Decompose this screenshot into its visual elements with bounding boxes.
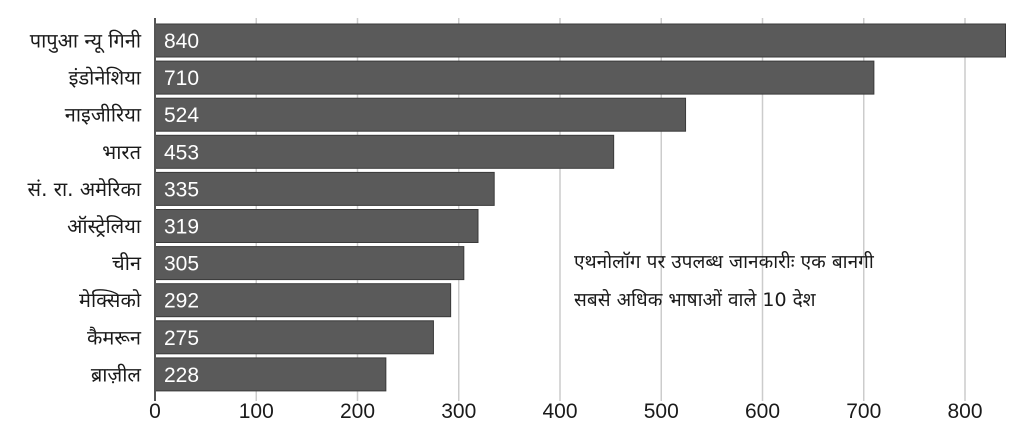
bar-row: 228 ब्राज़ील: [91, 357, 387, 392]
bar-row: 292 मेक्सिको: [79, 283, 452, 318]
category-label: पापुआ न्यू गिनी: [30, 29, 142, 54]
category-label: कैमरून: [87, 325, 142, 349]
x-axis-ticks: 0 100 200 300 400 500 600 700 800: [149, 400, 982, 423]
bar-value-label: 305: [164, 253, 199, 276]
bar-row: 453 भारत: [102, 134, 615, 169]
bar: [154, 209, 479, 243]
bar: [154, 97, 687, 132]
bar-value-label: 453: [164, 141, 199, 164]
x-tick-label: 0: [149, 400, 161, 423]
category-label: नाइजीरिया: [65, 103, 142, 127]
bar-value-label: 524: [164, 104, 199, 127]
annotation-line-1: एथनोलॉग पर उपलब्ध जानकारीः एक बानगी: [574, 250, 875, 273]
x-tick-label: 500: [644, 400, 679, 423]
category-label: चीन: [112, 251, 142, 275]
bar: [154, 171, 495, 206]
bar-row: 335 सं. रा. अमेरिका: [28, 171, 495, 206]
category-label: ऑस्ट्रेलिया: [67, 214, 142, 238]
bar-row: 275 कैमरून: [87, 320, 434, 355]
bar-value-label: 840: [164, 30, 199, 53]
category-label: भारत: [102, 140, 141, 164]
category-label: सं. रा. अमेरिका: [28, 177, 142, 201]
annotation-line-2: सबसे अधिक भाषाओं वाले 10 देश: [574, 288, 817, 311]
bar: [154, 246, 465, 281]
x-tick-label: 200: [340, 400, 375, 423]
bar-row: 840 पापुआ न्यू गिनी: [30, 23, 1006, 58]
bar: [154, 23, 1006, 58]
bar: [154, 283, 452, 318]
bar-value-label: 275: [164, 327, 199, 350]
bar-row: 710 इंडोनेशिया: [69, 60, 875, 95]
bar-row: 319 ऑस्ट्रेलिया: [67, 209, 479, 243]
x-tick-label: 700: [846, 400, 881, 423]
bar: [154, 134, 615, 169]
bars: 840 पापुआ न्यू गिनी 710 इंडोनेशिया 524 नाइजीर…: [28, 23, 1006, 392]
bar-value-label: 319: [164, 216, 199, 239]
bar-value-label: 710: [164, 67, 199, 90]
x-tick-label: 100: [239, 400, 274, 423]
bar-value-label: 292: [164, 290, 199, 313]
bar-row: 305 चीन: [112, 246, 465, 281]
bar-value-label: 335: [164, 178, 199, 201]
category-label: इंडोनेशिया: [69, 66, 142, 90]
x-tick-label: 800: [947, 400, 982, 423]
bar: [154, 60, 875, 95]
x-tick-label: 600: [745, 400, 780, 423]
category-label: ब्राज़ील: [91, 362, 142, 386]
x-tick-label: 400: [542, 400, 577, 423]
x-tick-label: 300: [441, 400, 476, 423]
category-label: मेक्सिको: [79, 288, 142, 312]
bar-row: 524 नाइजीरिया: [65, 97, 687, 132]
bar-value-label: 228: [164, 364, 199, 387]
